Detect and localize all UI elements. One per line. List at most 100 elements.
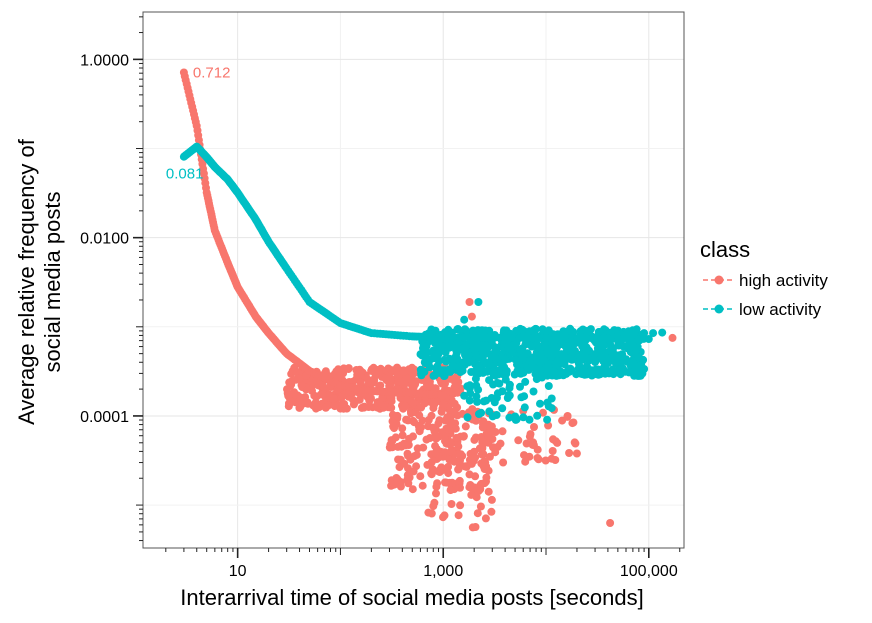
data-point	[447, 500, 456, 508]
x-tick-label: 10	[229, 563, 247, 580]
data-point	[364, 403, 373, 411]
data-point	[470, 435, 479, 444]
data-point	[431, 442, 440, 451]
y-axis-title: Average relative frequency of social med…	[14, 138, 65, 425]
data-point	[478, 443, 487, 452]
data-point	[378, 393, 387, 402]
data-point	[387, 366, 396, 375]
data-point	[649, 329, 658, 338]
data-point	[471, 374, 480, 383]
y-axis: 1.0000 0.0100 0.0001	[80, 16, 143, 542]
data-point	[435, 468, 444, 476]
annotation-low-activity-start: 0.081	[166, 166, 204, 183]
data-point	[472, 416, 480, 425]
data-point	[550, 341, 559, 350]
data-point	[596, 366, 605, 375]
data-point	[297, 381, 306, 390]
data-point	[491, 353, 500, 362]
data-point	[465, 384, 474, 393]
data-point	[512, 415, 521, 424]
data-point	[481, 326, 490, 335]
data-point	[487, 495, 496, 504]
data-point	[456, 456, 464, 465]
legend-label-high-activity: high activity	[739, 271, 828, 290]
data-point	[465, 298, 474, 306]
data-point	[446, 447, 455, 456]
data-point	[312, 392, 321, 401]
data-point	[462, 342, 471, 351]
data-point	[432, 489, 440, 498]
data-point	[422, 435, 431, 444]
data-point	[628, 341, 637, 350]
data-point	[388, 443, 397, 452]
data-point	[569, 418, 578, 427]
data-point	[474, 298, 483, 306]
data-point	[381, 374, 390, 383]
data-point	[492, 393, 501, 402]
data-point	[284, 402, 293, 411]
data-point	[534, 455, 543, 464]
data-point	[505, 391, 514, 400]
data-point	[389, 422, 398, 431]
data-point	[330, 394, 339, 403]
data-point	[611, 359, 620, 368]
data-point	[572, 449, 581, 458]
data-point	[480, 465, 489, 473]
data-point	[477, 354, 486, 363]
data-point	[308, 386, 316, 395]
data-point	[434, 432, 443, 441]
data-point	[606, 341, 615, 350]
data-point	[418, 481, 427, 490]
data-point	[491, 370, 500, 379]
data-point	[284, 391, 293, 400]
data-point	[634, 353, 643, 362]
data-point	[475, 410, 483, 418]
data-point	[427, 469, 436, 478]
data-point	[511, 355, 520, 364]
data-point	[472, 381, 481, 390]
data-point	[356, 378, 365, 387]
low-activity-trend	[179, 142, 653, 343]
data-point	[398, 424, 407, 433]
y-tick-label: 0.0100	[80, 231, 129, 248]
data-point	[460, 325, 469, 334]
data-point	[454, 465, 463, 474]
data-point	[394, 455, 403, 464]
data-point	[514, 436, 523, 445]
data-point	[498, 427, 507, 436]
data-point	[461, 351, 469, 359]
data-point	[501, 355, 510, 364]
data-point	[439, 391, 448, 400]
data-point	[529, 387, 538, 396]
data-point	[464, 358, 473, 367]
data-point	[371, 370, 380, 378]
data-point	[541, 456, 550, 465]
data-point	[446, 486, 455, 495]
data-point	[431, 326, 440, 335]
data-point	[544, 360, 552, 369]
data-point	[530, 364, 539, 373]
annotation-high-activity-start: 0.712	[193, 65, 231, 82]
data-point	[563, 354, 572, 363]
data-point	[387, 397, 396, 406]
legend-label-low-activity: low activity	[739, 300, 822, 319]
data-point	[522, 439, 531, 448]
data-point	[456, 501, 465, 510]
legend-key-dot-high	[714, 275, 724, 285]
data-point	[330, 402, 339, 411]
data-point	[470, 483, 478, 492]
data-point	[473, 509, 482, 518]
data-point	[401, 402, 410, 411]
data-point	[604, 359, 612, 368]
data-point	[563, 412, 572, 421]
y-tick-label: 0.0001	[80, 409, 129, 426]
data-point	[452, 375, 460, 384]
data-point	[538, 373, 546, 382]
data-point	[393, 411, 402, 420]
data-point	[533, 445, 542, 454]
data-point	[435, 416, 444, 425]
data-point	[644, 335, 653, 343]
data-point	[547, 352, 556, 361]
data-point	[474, 362, 483, 371]
